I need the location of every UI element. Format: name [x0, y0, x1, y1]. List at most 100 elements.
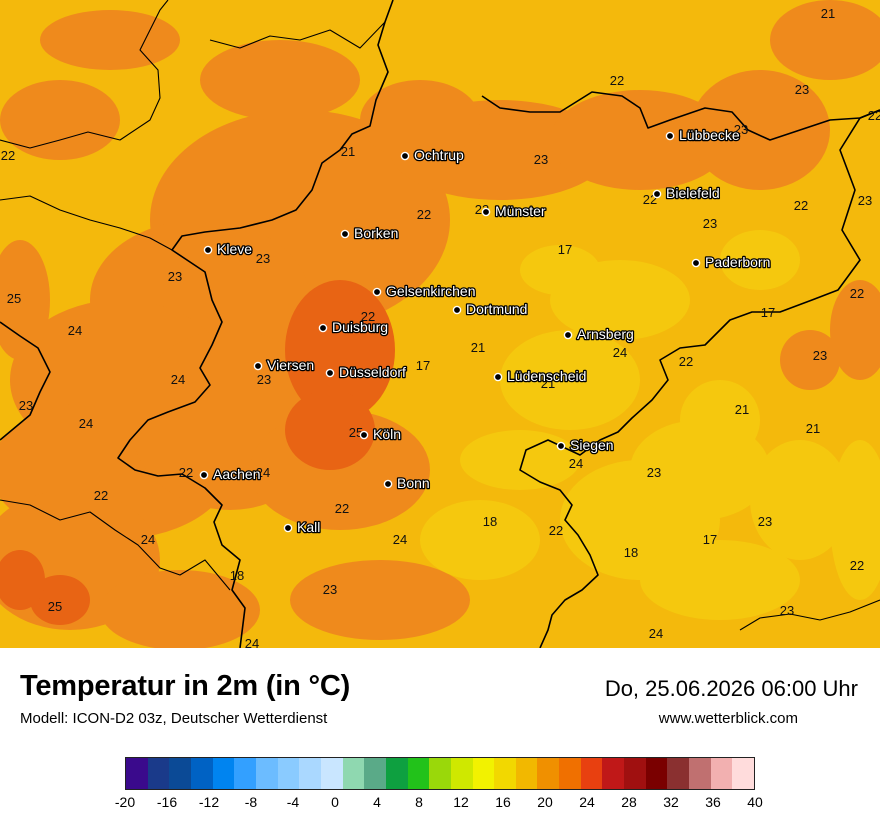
- legend-tick-label: -12: [198, 794, 220, 810]
- city-dot: [665, 131, 675, 141]
- city-name: Arnsberg: [577, 326, 634, 342]
- legend-swatch: [580, 758, 603, 789]
- legend-tick-label: 8: [415, 794, 423, 810]
- legend-swatch: [602, 758, 625, 789]
- city-marker: Viersen: [253, 356, 316, 374]
- border-west-inner: [0, 0, 169, 149]
- legend-swatch: [190, 758, 213, 789]
- legend-swatch: [472, 758, 495, 789]
- city-name: Ochtrup: [414, 147, 464, 163]
- city-dot: [556, 441, 566, 451]
- temperature-value-label: 23: [780, 603, 794, 618]
- temperature-value-label: 21: [806, 421, 820, 436]
- legend-swatch: [234, 758, 256, 789]
- city-dot: [318, 323, 328, 333]
- temperature-value-label: 23: [647, 465, 661, 480]
- legend-tick-label: 16: [495, 794, 511, 810]
- temperature-value-label: 22: [361, 309, 375, 324]
- legend-swatch: [212, 758, 235, 789]
- city-dot: [481, 207, 491, 217]
- city-dot: [359, 430, 369, 440]
- border-south-west: [0, 499, 231, 591]
- temperature-value-label: 23: [323, 582, 337, 597]
- temperature-value-label: 24: [141, 532, 155, 547]
- city-dot: [340, 229, 350, 239]
- temperature-value-label: 23: [813, 348, 827, 363]
- temperature-value-label: 22: [850, 558, 864, 573]
- legend-tick-label: 12: [453, 794, 469, 810]
- city-name: Kleve: [217, 241, 252, 257]
- city-marker: Arnsberg: [563, 325, 635, 343]
- city-marker: Münster: [481, 202, 547, 220]
- city-name: Gelsenkirchen: [386, 283, 476, 299]
- legend-swatch: [385, 758, 408, 789]
- legend-tick-label: -20: [114, 794, 136, 810]
- border-netherlands-germany: [117, 0, 394, 648]
- temperature-value-label: 22: [417, 207, 431, 222]
- city-marker: Siegen: [556, 436, 615, 454]
- legend-swatch: [255, 758, 278, 789]
- temperature-value-label: 24: [569, 456, 583, 471]
- city-marker: Düsseldorf: [325, 363, 407, 381]
- city-dot: [203, 245, 213, 255]
- legend-tick-label: -16: [156, 794, 178, 810]
- legend-swatch: [407, 758, 430, 789]
- temperature-value-label: 17: [761, 305, 775, 320]
- temperature-value-label: 21: [341, 144, 355, 159]
- temperature-value-label: 22: [94, 488, 108, 503]
- legend-tick-label: -4: [286, 794, 300, 810]
- temperature-value-label: 24: [245, 636, 259, 648]
- city-name: Köln: [373, 426, 401, 442]
- legend-swatch: [364, 758, 386, 789]
- temperature-value-label: 22: [335, 501, 349, 516]
- temperature-map: 21 22 23 22 21 23 22 23 22 22 23 22 23 22 23 17 23 23 25 17…: [0, 0, 880, 648]
- temperature-value-label: 23: [703, 216, 717, 231]
- city-dot: [253, 361, 263, 371]
- temperature-value-label: 22: [1, 148, 15, 163]
- border-west-lower: [0, 195, 173, 251]
- temperature-value-label: 18: [483, 514, 497, 529]
- legend-swatch: [429, 758, 451, 789]
- temperature-value-label: 23: [795, 82, 809, 97]
- color-legend: [125, 757, 755, 790]
- temperature-value-label: 22: [794, 198, 808, 213]
- legend-swatch: [169, 758, 191, 789]
- city-dot: [452, 305, 462, 315]
- city-dot: [372, 287, 382, 297]
- border-east-inner: [739, 599, 880, 631]
- legend-swatch: [624, 758, 646, 789]
- website-link[interactable]: www.wetterblick.com: [658, 710, 798, 727]
- city-dot: [383, 479, 393, 489]
- hot-temperature-areas: [0, 280, 395, 625]
- city-marker: Lübbecke: [665, 126, 741, 144]
- temperature-value-label: 21: [471, 340, 485, 355]
- temperature-value-label: 24: [79, 416, 93, 431]
- city-marker: Aachen: [199, 465, 262, 483]
- legend-tick-label: -8: [244, 794, 258, 810]
- legend-swatch: [320, 758, 343, 789]
- temperature-value-label: 23: [758, 514, 772, 529]
- temperature-value-label: 18: [230, 568, 244, 583]
- legend-tick-label: 40: [747, 794, 763, 810]
- temperature-value-label: 18: [624, 545, 638, 560]
- border-belgium: [0, 321, 51, 441]
- city-name: Bonn: [397, 475, 430, 491]
- legend-swatch: [645, 758, 668, 789]
- city-dot: [652, 189, 662, 199]
- temperature-value-label: 22: [850, 286, 864, 301]
- temperature-value-label: 24: [68, 323, 82, 338]
- legend-swatch: [689, 758, 711, 789]
- temperature-value-label: 22: [179, 465, 193, 480]
- city-marker: Kleve: [203, 240, 254, 258]
- temperature-value-label: 17: [703, 532, 717, 547]
- temperature-value-label: 23: [534, 152, 548, 167]
- legend-swatch: [559, 758, 581, 789]
- temperature-value-label: 23: [734, 122, 748, 137]
- legend-swatch: [147, 758, 170, 789]
- city-marker: Bonn: [383, 474, 431, 492]
- legend-swatch: [494, 758, 516, 789]
- temperature-value-label: 24: [171, 372, 185, 387]
- city-name: Duisburg: [332, 319, 388, 335]
- forecast-datetime: Do, 25.06.2026 06:00 Uhr: [604, 676, 858, 701]
- city-marker: Dortmund: [452, 300, 529, 318]
